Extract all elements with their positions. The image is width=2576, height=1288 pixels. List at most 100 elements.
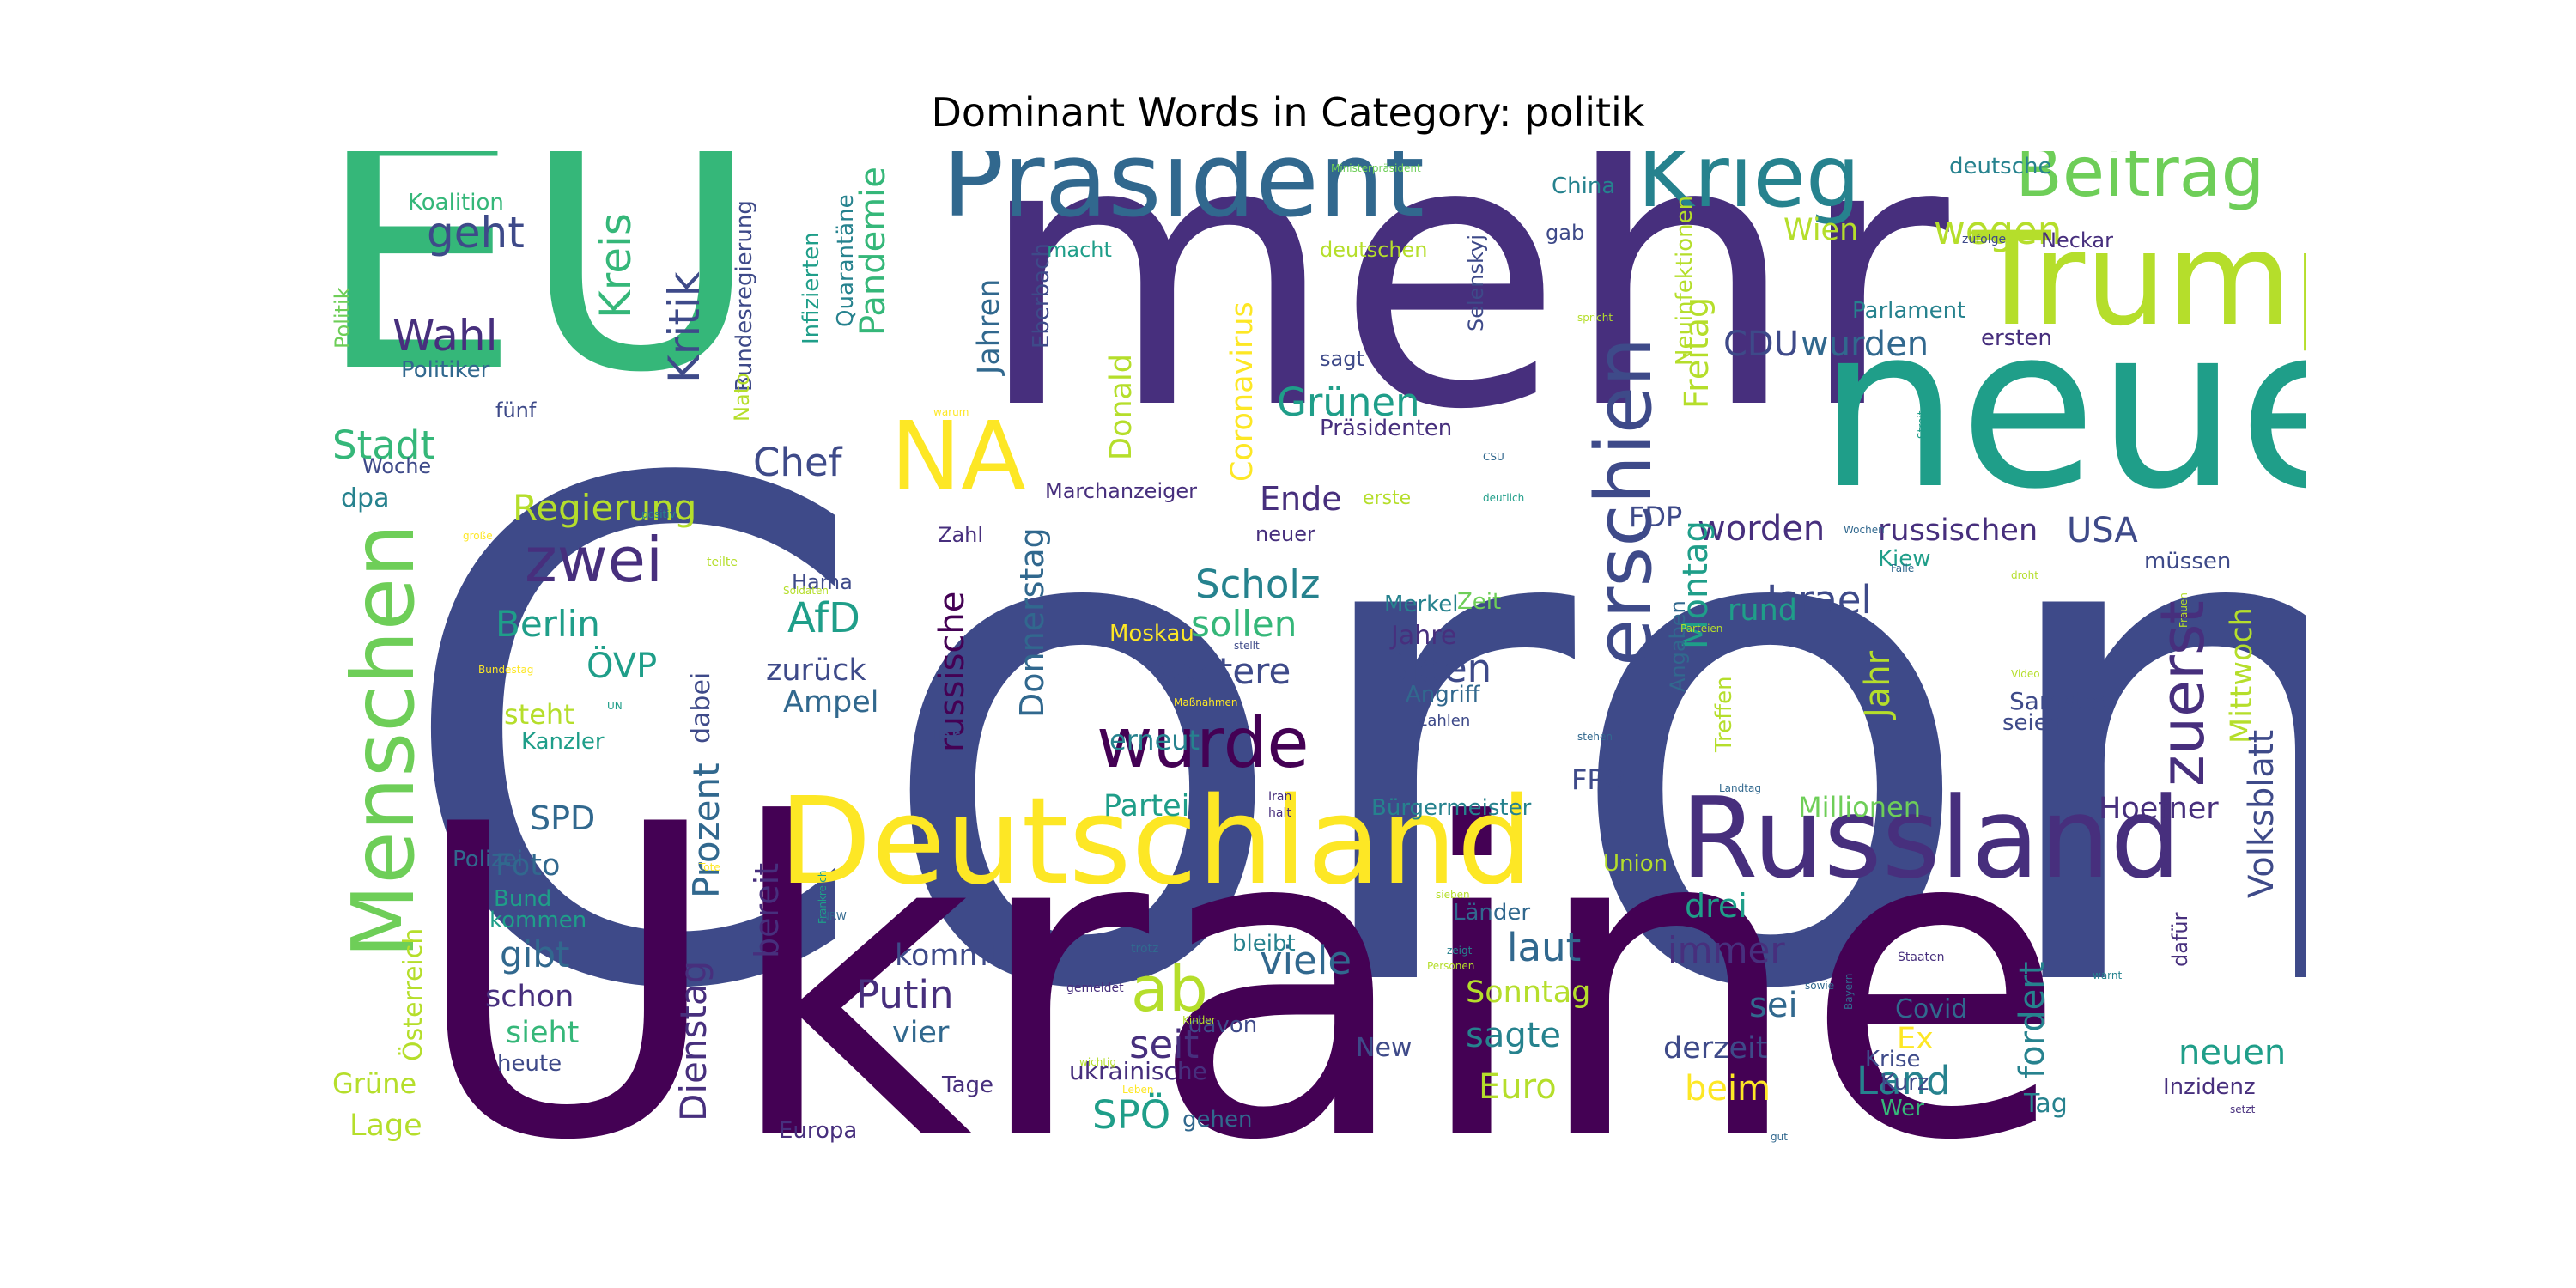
cloud-word: Berlin — [495, 606, 600, 642]
cloud-word: warum — [933, 407, 969, 417]
cloud-word: zeigt — [1447, 945, 1472, 956]
cloud-word: Quarantäne — [835, 194, 857, 327]
cloud-word: Landtag — [1719, 783, 1761, 793]
cloud-word: Frauen — [2178, 592, 2189, 628]
cloud-word: trotz — [1131, 943, 1158, 955]
cloud-word: Iran — [1268, 791, 1291, 803]
cloud-word: müssen — [2144, 550, 2231, 573]
cloud-word: sieben — [1436, 890, 1470, 900]
cloud-word: Zahl — [938, 525, 983, 545]
cloud-word: Streit — [1917, 411, 1927, 439]
cloud-word: Parteien — [1680, 623, 1722, 634]
cloud-word: CDU — [1723, 327, 1799, 361]
cloud-word: sowie — [1805, 981, 1834, 991]
cloud-word: deutsche — [1949, 155, 2052, 178]
cloud-word: China — [1552, 175, 1615, 197]
cloud-word: derzeit — [1663, 1034, 1768, 1064]
cloud-word: Donnerstag — [1016, 527, 1048, 718]
cloud-word: stehen — [1577, 732, 1613, 742]
cloud-word: steht — [504, 701, 574, 728]
cloud-word: Kritik — [663, 271, 706, 383]
cloud-word: Mittwoch — [2227, 607, 2257, 744]
cloud-word: setzt — [2230, 1104, 2255, 1115]
cloud-word: Präsidenten — [1320, 417, 1452, 440]
cloud-word: Ministerpräsident — [1331, 163, 1421, 173]
cloud-word: Europa — [779, 1120, 857, 1142]
cloud-word: Angaben — [1668, 600, 1688, 692]
cloud-word: sagte — [1466, 1018, 1561, 1053]
cloud-word: Partei — [1103, 792, 1189, 822]
cloud-word: deutlich — [1483, 493, 1524, 503]
cloud-word: Menschen — [341, 523, 427, 958]
cloud-word: Wahl — [392, 314, 497, 357]
cloud-word: Neuinfektionen — [1674, 196, 1696, 366]
cloud-word: Pandemie — [856, 167, 890, 336]
cloud-word: Infizierten — [800, 232, 823, 344]
cloud-word: Kurz — [1880, 1072, 1929, 1094]
cloud-word: Österreich — [401, 928, 427, 1061]
cloud-word: ab — [1131, 958, 1208, 1020]
cloud-word: gehen — [1182, 1109, 1252, 1131]
cloud-word: Union — [1603, 853, 1668, 875]
cloud-word: schon — [485, 982, 574, 1012]
cloud-word: Donald — [1107, 354, 1137, 460]
wordcloud-area: CoronaUkraine mehr EU neue Präsident Trump Deu… — [324, 151, 2306, 1159]
cloud-word: heute — [497, 1053, 562, 1075]
cloud-word: Chef — [753, 443, 841, 482]
cloud-word: Parlament — [1852, 300, 1965, 322]
cloud-word: Politiker — [401, 359, 489, 381]
cloud-word: kommen — [489, 909, 586, 932]
cloud-word: Tag — [2024, 1091, 2068, 1117]
cloud-word: Personen — [1427, 961, 1474, 971]
cloud-word: Covid — [1895, 997, 1967, 1023]
cloud-word: SPÖ — [1092, 1096, 1170, 1134]
cloud-word: Koalition — [408, 191, 504, 214]
cloud-word: Bundestag — [478, 665, 533, 675]
cloud-word: Maßnahmen — [1174, 697, 1238, 708]
cloud-word: Merkel — [1384, 593, 1458, 616]
cloud-word: macht — [1047, 240, 1112, 260]
cloud-word: Dienstag — [676, 961, 712, 1121]
cloud-word: Wien — [1783, 216, 1858, 246]
cloud-word: Ampel — [783, 688, 879, 718]
cloud-word: fordert — [2015, 962, 2050, 1078]
cloud-word: Kanzler — [521, 731, 605, 753]
cloud-word: NA — [890, 409, 1026, 503]
cloud-word: ersten — [1981, 327, 2052, 349]
cloud-word: warnt — [2093, 970, 2122, 981]
cloud-word: Kreis — [594, 213, 637, 319]
cloud-word: neuen — [2178, 1036, 2286, 1070]
cloud-word: positiv — [641, 509, 676, 519]
cloud-word: bleibt — [1232, 933, 1296, 955]
cloud-word: Soldaten — [783, 586, 829, 596]
cloud-word: fünf — [495, 400, 536, 421]
cloud-word: dabei — [689, 672, 714, 744]
cloud-word: Moskau — [1109, 623, 1194, 645]
cloud-word: Politik — [332, 287, 353, 349]
cloud-word: Treffen — [1713, 676, 1735, 752]
cloud-word: Grüne — [332, 1070, 416, 1097]
cloud-word: USA — [2067, 513, 2138, 548]
cloud-word: Putin — [856, 975, 954, 1014]
cloud-word: immer — [1668, 933, 1785, 969]
cloud-word: Marchanzeiger — [1045, 481, 1197, 501]
cloud-word: gut — [1771, 1132, 1788, 1142]
cloud-word: zuerst — [2153, 600, 2213, 787]
cloud-word: Krieg — [1637, 151, 1860, 220]
cloud-word: stellt — [1234, 641, 1260, 651]
cloud-word: zwei — [525, 529, 663, 591]
cloud-word: dafür — [2170, 913, 2190, 967]
cloud-word: sollen — [1191, 606, 1297, 642]
cloud-word: New — [1356, 1036, 1412, 1061]
cloud-word: erneut — [1109, 726, 1200, 754]
cloud-word: drei — [1685, 890, 1747, 922]
cloud-word: Bürgermeister — [1371, 797, 1531, 819]
cloud-word: Jahr — [1861, 651, 1895, 718]
cloud-word: AfD — [787, 598, 860, 639]
chart-title: Dominant Words in Category: politik — [0, 89, 2576, 136]
cloud-word: Länder — [1453, 902, 1530, 924]
cloud-word: Wer — [1880, 1097, 1924, 1120]
cloud-word: deutschen — [1320, 240, 1428, 260]
cloud-word: Jahre — [1391, 623, 1456, 649]
